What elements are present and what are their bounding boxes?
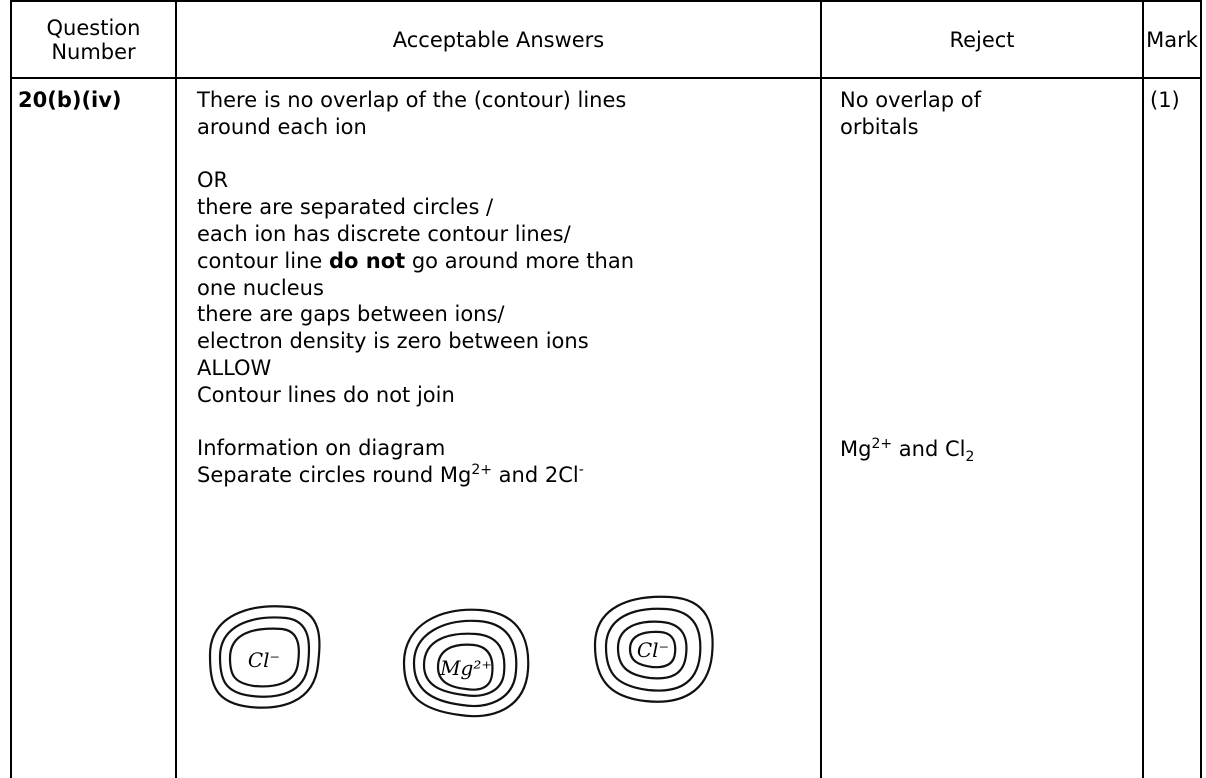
text-run: each ion has discrete contour lines/ xyxy=(197,221,571,246)
text-line: contour line do not go around more than xyxy=(197,248,634,275)
header-cell: Mark xyxy=(1146,28,1198,52)
diagram-label: Cl⁻ xyxy=(637,638,669,662)
text-run: ALLOW xyxy=(197,355,272,380)
text-run: one nucleus xyxy=(197,275,324,300)
text-run: go around more than xyxy=(405,248,635,273)
paragraph: OR there are separated circles / each ion … xyxy=(197,167,634,408)
text-line: There is no overlap of the (contour) lin… xyxy=(197,87,634,114)
text-line: Mg2+ and Cl2 xyxy=(840,436,975,465)
text-run: and Cl xyxy=(892,437,966,461)
text-run: 2+ xyxy=(871,436,893,452)
question-number: 20(b)(iv) xyxy=(18,88,122,112)
text-run: Separate circles round Mg xyxy=(197,463,472,488)
header-cell: Acceptable Answers xyxy=(392,28,605,52)
table-border xyxy=(10,0,1202,2)
diagram-label: Mg²⁺ xyxy=(439,656,492,680)
text-line: there are gaps between ions/ xyxy=(197,301,634,328)
table-border xyxy=(1200,0,1202,778)
table-border xyxy=(820,0,822,778)
text-run: Contour lines do not join xyxy=(197,382,455,407)
text-run: there are separated circles / xyxy=(197,195,494,220)
text-run: Mg xyxy=(840,437,872,461)
text-line: Information on diagram xyxy=(197,435,634,462)
text-run: electron density is zero between ions xyxy=(197,329,589,354)
text-line: No overlap of xyxy=(840,87,981,114)
text-run: contour line xyxy=(197,248,329,273)
text-line: around each ion xyxy=(197,114,634,141)
text-run: 2+ xyxy=(471,462,492,479)
paragraph: There is no overlap of the (contour) lin… xyxy=(197,87,634,141)
text-line: each ion has discrete contour lines/ xyxy=(197,221,634,248)
reject-answer: Mg2+ and Cl2 xyxy=(840,436,975,465)
text-run: do not xyxy=(328,248,406,273)
diagram-label: Cl⁻ xyxy=(248,648,280,672)
paragraph: Information on diagram Separate circles r… xyxy=(197,435,634,489)
text-run: There is no overlap of the (contour) lin… xyxy=(197,88,627,112)
text-line: orbitals xyxy=(840,114,981,141)
text-run: around each ion xyxy=(197,114,367,139)
table-border xyxy=(175,0,177,778)
paragraph: No overlap of orbitals xyxy=(840,87,981,141)
table-border xyxy=(1142,0,1144,778)
mark: (1) xyxy=(1150,88,1180,112)
text-run: there are gaps between ions/ xyxy=(197,302,505,327)
text-run: OR xyxy=(197,168,229,193)
text-line: OR xyxy=(197,167,634,194)
acceptable-answers: There is no overlap of the (contour) lin… xyxy=(197,87,634,489)
paragraph: Mg2+ and Cl2 xyxy=(840,436,975,465)
ion-diagram: Cl⁻ Mg²⁺ Cl⁻ xyxy=(208,595,714,718)
reject-answer: No overlap of orbitals xyxy=(840,87,981,141)
text-run: and 2Cl xyxy=(491,463,579,488)
text-line: ALLOW xyxy=(197,355,634,382)
header-cell: Reject xyxy=(949,28,1015,52)
text-run: No overlap of xyxy=(840,88,982,112)
header-cell: Question Number xyxy=(46,16,141,64)
text-run: - xyxy=(578,462,584,479)
table-border xyxy=(10,77,1202,79)
text-run: Information on diagram xyxy=(197,436,446,461)
text-line: Contour lines do not join xyxy=(197,382,634,409)
text-run: orbitals xyxy=(840,114,919,139)
text-run: 2 xyxy=(965,449,975,465)
text-line: Separate circles round Mg2+ and 2Cl- xyxy=(197,462,634,489)
text-line: there are separated circles / xyxy=(197,194,634,221)
text-line: one nucleus xyxy=(197,275,634,302)
text-line: electron density is zero between ions xyxy=(197,328,634,355)
table-border xyxy=(10,0,12,778)
